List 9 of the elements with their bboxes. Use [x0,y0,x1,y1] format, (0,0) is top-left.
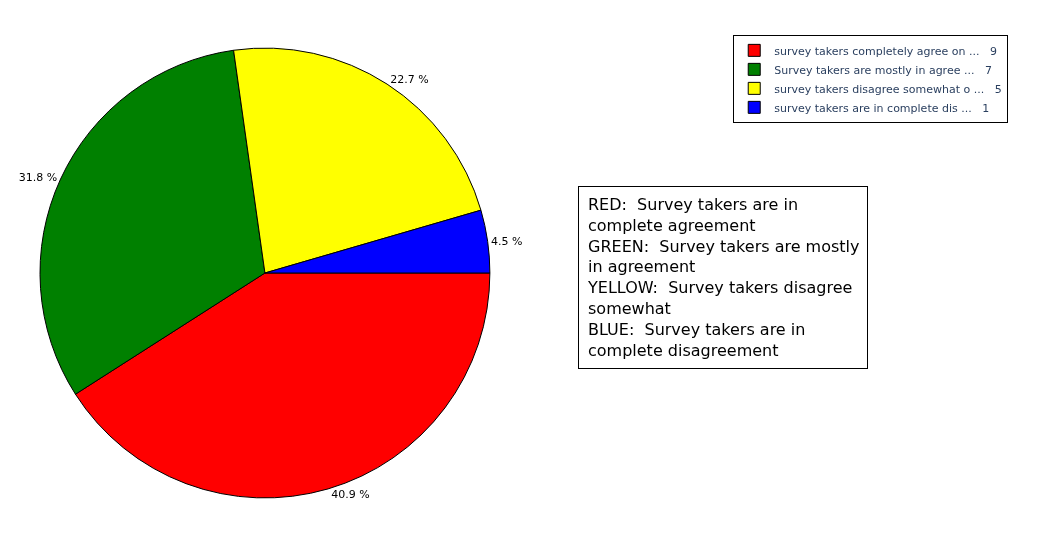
legend-label: survey takers disagree somewhat o ... 5 [774,82,1002,96]
text: RED: Survey takers are in complete agreement GREEN: Survey takers are mostly in agreement YELLOW: Survey takers disagree somewhat BLUE: Survey takers are in complete disagreement [587,195,860,360]
data-label: 31.8 % [18,171,58,185]
legend-label: survey takers are in complete dis ... 1 [774,101,990,115]
legend-label: Survey takers are mostly in agree ... 7 [774,63,992,77]
legend-label: survey takers completely agree on ... 9 [774,44,997,58]
data-label: 22.7 % [390,73,429,87]
data-label: 4.5 % [490,234,523,248]
data-label: 40.9 % [331,488,370,502]
